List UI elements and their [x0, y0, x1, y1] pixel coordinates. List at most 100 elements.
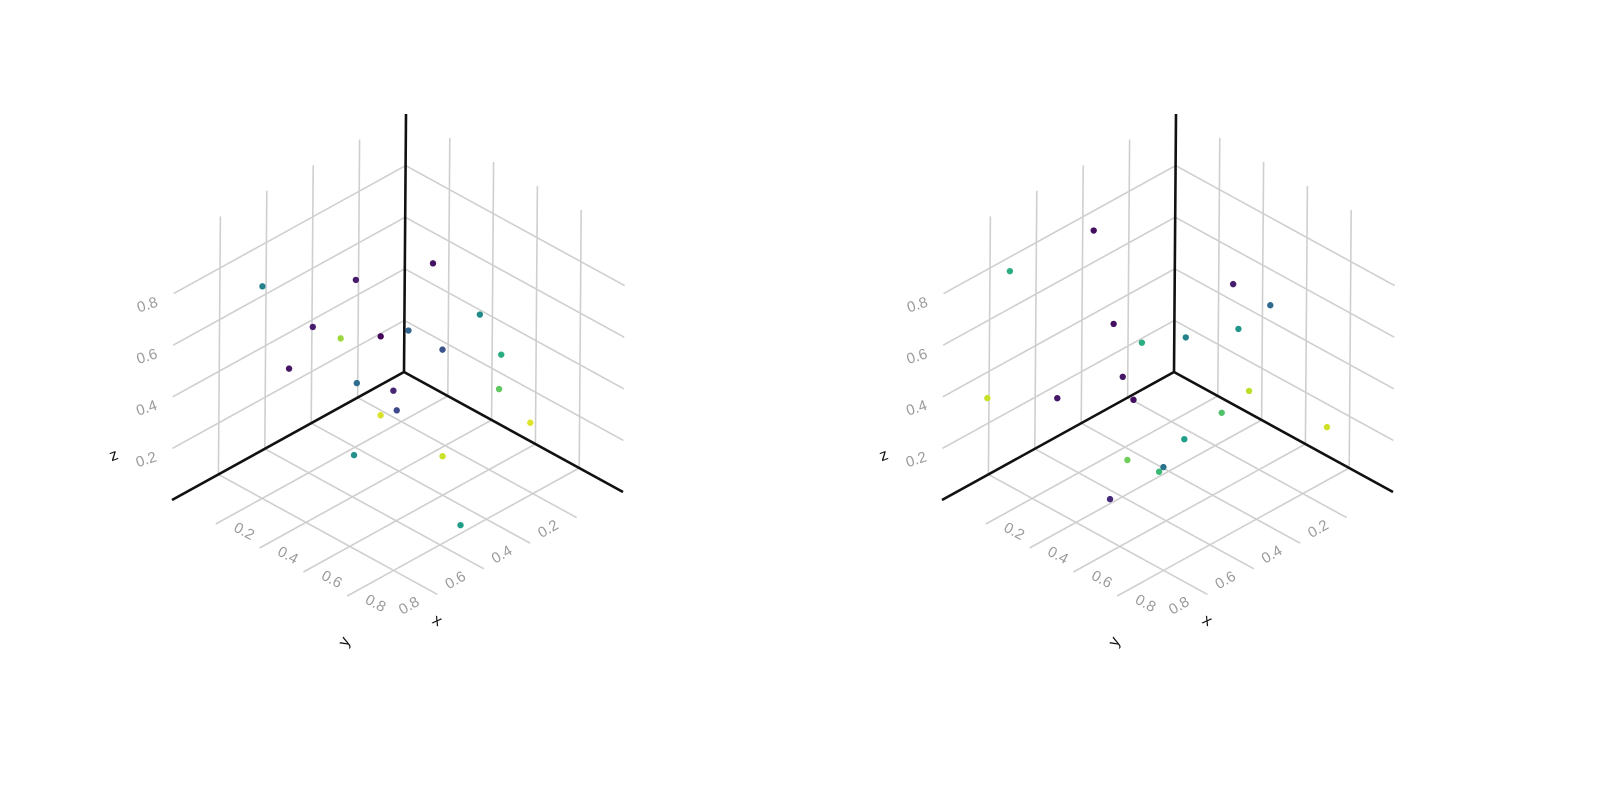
z-tick-label: 0.6 — [904, 345, 929, 368]
grid-line — [942, 319, 1175, 450]
scatter-point — [259, 283, 266, 290]
grid-line — [1116, 467, 1350, 597]
scatter-point — [1119, 373, 1126, 381]
grid-line — [172, 319, 405, 450]
grid-line — [346, 467, 580, 597]
grid-line — [357, 396, 577, 519]
tick-labels: 0.2 0.4 0.6 0.8 0.2 0.4 0.6 0.8 0.2 0.4 0.6 0.8 — [904, 294, 1332, 619]
scatter-point — [377, 412, 384, 419]
grid-line — [1304, 185, 1309, 445]
grid-line — [259, 419, 492, 549]
grid-line — [490, 161, 495, 421]
scatter-point — [353, 379, 361, 387]
scatter-point — [429, 260, 437, 267]
scatter-point — [1054, 394, 1061, 402]
grid-line — [942, 268, 1176, 398]
z-axis-line — [402, 113, 408, 373]
scatter-point — [1130, 396, 1137, 403]
scatter-point — [1006, 267, 1014, 275]
y-tick-label: 0.8 — [1166, 593, 1193, 618]
grid-line — [578, 209, 582, 469]
z-tick-label: 0.4 — [904, 397, 929, 420]
scatter-point — [1323, 423, 1331, 431]
scatter-point — [527, 419, 534, 426]
scatter-point — [1267, 302, 1274, 309]
axes — [171, 113, 624, 502]
y-tick-label: 0.2 — [1305, 517, 1332, 542]
scatter-point — [1218, 409, 1225, 416]
axis-labels: x y z — [877, 446, 1215, 649]
scatter-point — [285, 365, 293, 372]
scatter-point — [1155, 468, 1163, 475]
scatter-point — [1138, 339, 1146, 346]
x-axis-line — [403, 370, 624, 494]
grid-line — [1126, 139, 1131, 398]
scatter-point — [1229, 280, 1237, 288]
x-tick-label: 0.8 — [1132, 591, 1158, 616]
grid-line — [985, 395, 1219, 525]
y-axis-line — [941, 370, 1175, 502]
y-axis-label: y — [1105, 634, 1124, 649]
scatter-point — [984, 394, 991, 402]
grid-line — [942, 216, 1176, 346]
x-tick-label: 0.2 — [231, 519, 257, 544]
grid-line — [404, 216, 625, 338]
grid-line — [1034, 448, 1255, 570]
grid — [942, 137, 1395, 597]
grid-line — [1034, 190, 1038, 449]
axes — [941, 113, 1394, 502]
scatter-series — [259, 260, 534, 529]
grid-line — [1174, 268, 1395, 390]
scatter-point — [457, 521, 464, 529]
grid-line — [217, 216, 222, 475]
grid-line — [356, 139, 361, 398]
x-tick-label: 0.6 — [318, 567, 344, 592]
z-axis-label: z — [107, 446, 120, 465]
y-axis-label: y — [335, 634, 354, 649]
x-tick-label: 0.6 — [1088, 567, 1114, 592]
grid-line — [943, 164, 1176, 295]
scatter-point — [498, 351, 505, 358]
z-tick-label: 0.8 — [135, 294, 160, 317]
x-axis-label: x — [1199, 611, 1214, 630]
grid-line — [1127, 396, 1347, 519]
grid-line — [447, 137, 451, 397]
scatter-point — [1124, 456, 1131, 464]
z-axis-line — [1172, 113, 1178, 373]
y-tick-label: 0.4 — [1259, 542, 1286, 567]
grid-line — [405, 164, 625, 287]
z-tick-label: 0.8 — [905, 294, 930, 317]
scatter-point — [405, 327, 412, 334]
z-tick-label: 0.2 — [134, 449, 159, 472]
scatter-point — [1245, 387, 1253, 395]
x-tick-label: 0.4 — [1045, 543, 1071, 568]
grid-line — [215, 395, 449, 525]
scatter-point — [1106, 495, 1114, 503]
z-tick-label: 0.6 — [134, 345, 159, 368]
grid-line — [172, 268, 406, 398]
scatter-point — [1235, 325, 1242, 333]
subplot-2: 0.2 0.4 0.6 0.8 0.2 0.4 0.6 0.8 0.2 0.4 0.6 0.8 x y z — [877, 113, 1395, 650]
grid-line — [987, 216, 992, 475]
scatter-point — [309, 323, 316, 331]
x-tick-label: 0.4 — [275, 543, 301, 568]
y-tick-label: 0.2 — [535, 517, 562, 542]
x-tick-label: 0.8 — [362, 591, 388, 616]
grid-line — [1260, 161, 1265, 421]
grid-line — [310, 165, 314, 424]
y-tick-label: 0.4 — [489, 542, 516, 567]
scatter-point — [1160, 463, 1167, 471]
scatter-point — [439, 346, 446, 353]
scatter-point — [1181, 436, 1188, 443]
grid-line — [264, 448, 485, 570]
scatter-point — [390, 387, 397, 394]
grid-line — [1080, 422, 1301, 544]
scatter-point — [337, 335, 344, 342]
axis-labels: x y z — [107, 446, 445, 649]
x-tick-label: 0.2 — [1001, 519, 1027, 544]
grid-line — [534, 185, 539, 445]
grid-line — [1175, 164, 1395, 287]
grid-line — [404, 319, 624, 442]
